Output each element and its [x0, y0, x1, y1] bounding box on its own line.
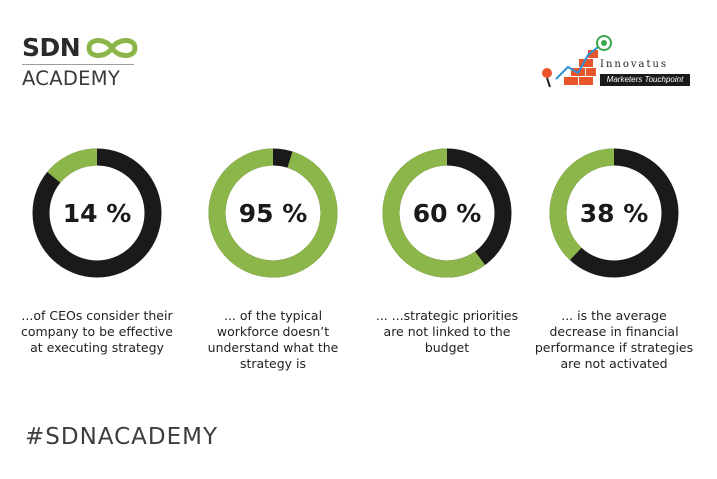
infinity-icon [86, 38, 138, 58]
caption-line: ...of CEOs consider their [21, 308, 173, 323]
innovatus-logo: Innovatus Marketers Touchpoint [536, 33, 696, 93]
caption-line: understand what the [207, 340, 339, 355]
caption-line: workforce doesn’t [216, 324, 330, 339]
donut-chart: 60 % [382, 148, 512, 278]
stat-caption: ...of CEOs consider their company to be e… [12, 308, 182, 356]
hashtag: #SDNACADEMY [25, 424, 219, 450]
donut-chart: 95 % [208, 148, 338, 278]
brand-subtitle: ACADEMY [22, 67, 121, 90]
partner-tagline: Marketers Touchpoint [600, 74, 690, 86]
caption-line: are not linked to the [383, 324, 511, 339]
stat-caption: ... of the typical workforce doesn’t under… [188, 308, 358, 372]
caption-line: performance if strategies [534, 340, 694, 355]
caption-line: budget [424, 340, 470, 355]
caption-line: ... of the typical [223, 308, 323, 323]
stat-item: 14 % ...of CEOs consider their company to … [12, 146, 182, 356]
donut-chart: 14 % [32, 148, 162, 278]
brand-text: SDN [22, 33, 81, 62]
stat-value: 38 % [580, 199, 649, 228]
donut-chart: 38 % [549, 148, 679, 278]
caption-line: strategy is [239, 356, 307, 371]
brick-wall-icon [542, 35, 612, 88]
caption-line: at executing strategy [30, 340, 164, 355]
donut-slice [549, 148, 679, 278]
caption-line: are not activated [560, 356, 668, 371]
caption-line: ... is the average [561, 308, 667, 323]
caption-line: company to be effective [20, 324, 174, 339]
stat-item: 95 % ... of the typical workforce doesn’t u… [188, 146, 358, 372]
donut-slice [208, 148, 338, 278]
logo-divider [22, 64, 134, 65]
stat-value: 60 % [413, 199, 482, 228]
stat-caption: ... ...strategic priorities are not linke… [362, 308, 532, 356]
partner-name: Innovatus [600, 59, 669, 70]
stat-item: 60 % ... ...strategic priorities are not l… [362, 146, 532, 356]
caption-line: ... ...strategic priorities [375, 308, 519, 323]
stat-item: 38 % ... is the average decrease in financ… [529, 146, 699, 372]
stat-caption: ... is the average decrease in financial p… [529, 308, 699, 372]
stat-value: 14 % [63, 199, 132, 228]
caption-line: decrease in financial [549, 324, 679, 339]
donut-slice [32, 148, 162, 278]
stat-value: 95 % [239, 199, 308, 228]
donut-slice [382, 148, 512, 278]
sdn-academy-logo: SDN ACADEMY [22, 34, 162, 91]
